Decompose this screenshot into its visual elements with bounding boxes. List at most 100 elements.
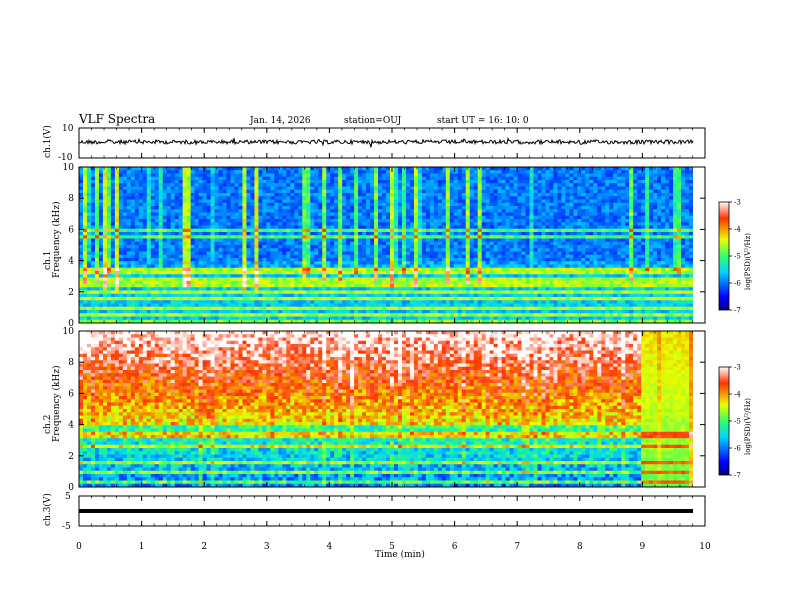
s1cells-cell [118,196,124,200]
s1cells-cell [409,238,415,243]
s1cells-cell [266,267,271,272]
s1cells-cell [437,215,443,220]
s1cells-cell [557,238,562,243]
s1cells-cell [413,228,419,233]
s1cells-cell [477,225,483,230]
s1cells-cell [254,215,259,220]
s1cells-cell [509,206,514,210]
s1cells-cell [553,219,558,223]
s1cells-cell [166,225,172,230]
s1cells-cell [569,176,574,181]
s1cells-cell [641,186,646,191]
s1cells-cell [234,228,239,233]
s1cells-cell [262,209,267,213]
s1cells-cell [457,258,463,262]
s1cells-cell [266,251,271,256]
s1cells-cell [202,238,207,243]
s1cells-cell [334,199,339,204]
s1cells-cell [334,202,339,207]
s1cells-cell [445,258,451,262]
s1cells-cell [322,186,327,191]
s1cells-cell [338,225,343,230]
s1cells-cell [497,251,503,256]
s1cells-cell [338,254,343,259]
s1cells-cell [294,245,299,249]
s1cells-cell [134,215,140,220]
s1cells-cell [657,176,662,181]
s1cells-cell [465,209,471,213]
s1cells-cell [162,261,168,265]
s1cells-cell [589,267,594,272]
s1cells-cell [246,225,251,230]
s1cells-cell [186,202,192,207]
s1cells-cell [449,248,455,252]
s1cells-cell [421,176,427,181]
s1cells-cell [114,264,120,269]
s1cells-cell [242,193,247,197]
s1cells-cell [641,225,646,230]
s1cells-cell [401,225,407,230]
s1cells-cell [210,251,215,256]
s1cells-cell [425,225,431,230]
s1cells-cell [86,254,92,259]
s1cells-cell [158,241,164,246]
s1cells-cell [549,183,554,187]
s1cells-cell [461,196,467,200]
s1cells-cell [206,271,211,275]
s1cells-cell [685,170,690,174]
s1cells-cell [609,167,614,171]
s1cells-cell [174,212,180,217]
s1cells-cell [358,264,363,269]
s1cells-cell [673,248,678,252]
s1cells-cell [473,183,479,187]
s1cells-cell [645,232,650,236]
s1cells-cell [401,186,407,191]
s1cells-cell [673,183,678,187]
s1cells-cell [274,189,279,194]
s1cells-cell [182,258,188,262]
s1cells-cell [437,202,443,207]
s1cells-cell [421,241,427,246]
s1cells-cell [641,189,646,194]
s1cells-cell [198,209,203,213]
s1cells-cell [473,196,479,200]
s1cells-cell [386,248,391,252]
s1cells-cell [589,202,594,207]
s1cells-cell [405,238,411,243]
s1cells-cell [477,193,483,197]
s1cells-cell [242,215,247,220]
s1cells-cell [585,196,590,200]
s1cells-cell [653,222,658,226]
s1cells-cell [541,241,546,246]
s1cells-cell [122,264,128,269]
s1cells-cell [254,264,259,269]
s1cells-cell [597,202,602,207]
s1cells-cell [258,232,263,236]
s1cells-cell [553,258,558,262]
s1cells-cell [657,232,662,236]
s1cells-cell [569,258,574,262]
s1cells-cell [250,212,255,217]
s1cells-cell [533,167,538,171]
s1cells-cell [637,248,642,252]
s1cells-cell [326,193,331,197]
s1cells-cell [110,232,116,236]
s1cells-cell [354,264,359,269]
s1cells-cell [134,173,140,178]
s1cells-cell [306,271,311,275]
s1cells-cell [194,232,200,236]
s1cells-cell [681,254,686,259]
s1cells-cell [521,225,526,230]
s1cells-cell [146,232,152,236]
s1cells-cell [433,232,439,236]
s1cells-cell [214,267,219,272]
s1cells-cell [477,180,483,184]
s1cells-cell [362,183,367,187]
s1cells-cell [397,254,403,259]
s1cells-cell [477,206,483,210]
s1cells-cell [342,215,347,220]
s1cells-cell [569,196,574,200]
s1cells-cell [629,251,634,256]
s1cells-cell [246,264,251,269]
s1cells-cell [653,167,658,171]
